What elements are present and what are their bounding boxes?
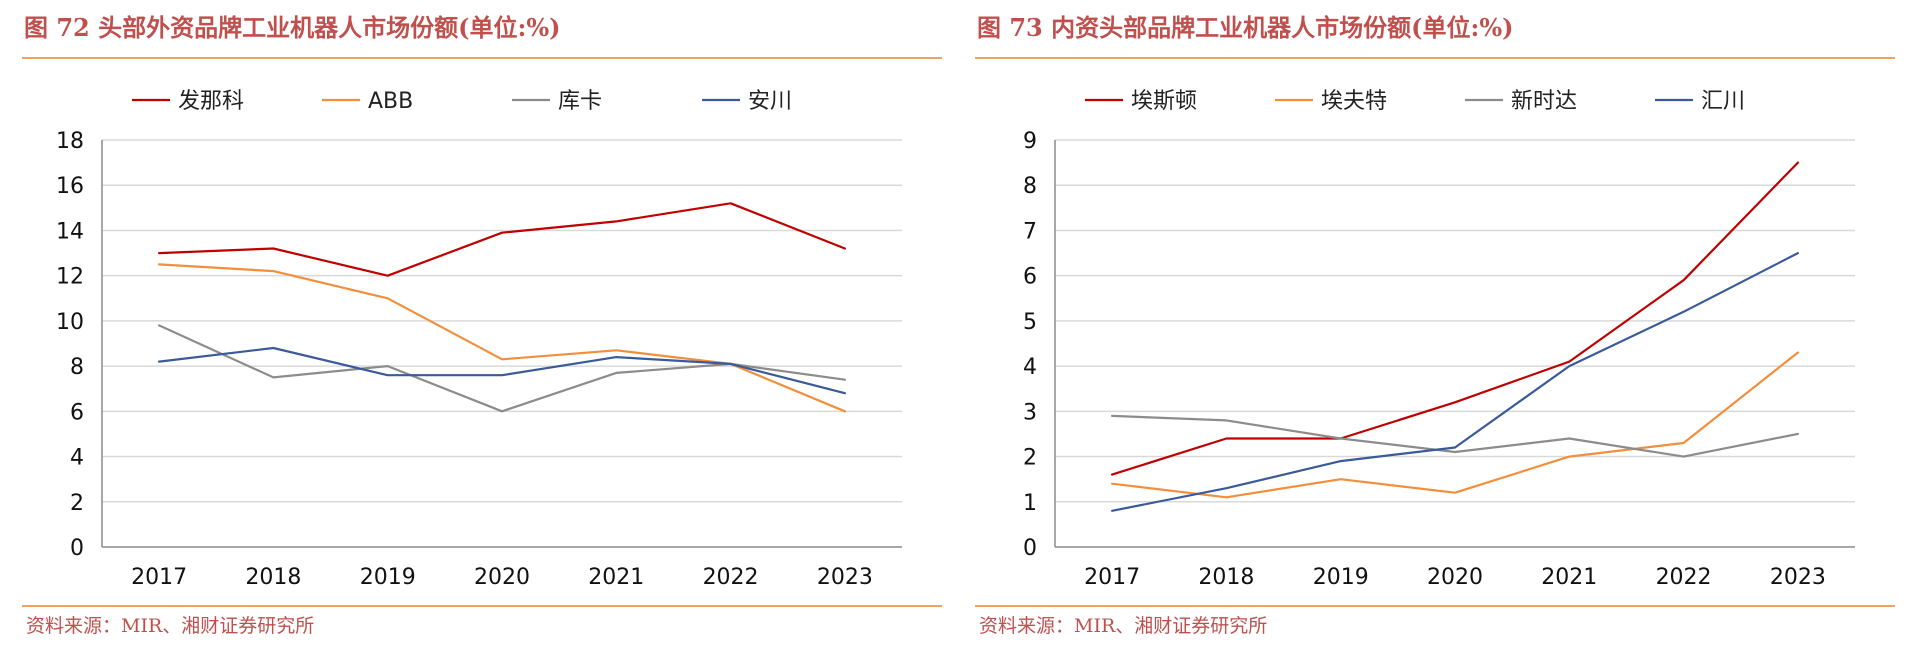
series-line [1111, 161, 1800, 476]
y-tick-label: 4 [1023, 355, 1037, 380]
x-tick-label: 2018 [1198, 565, 1254, 590]
y-tick-label: 3 [1023, 400, 1037, 425]
y-tick-label: 8 [1023, 174, 1037, 199]
chart-panel-left: 图 72 头部外资品牌工业机器人市场份额(单位:%) 0 2 4 6 8 10 12 14 16… [22, 0, 952, 650]
legend-label: 埃斯顿 [1131, 89, 1197, 114]
source-note: 资料来源：MIR、湘财证券研究所 [26, 615, 315, 637]
legend-label: 埃夫特 [1321, 89, 1387, 114]
y-tick-label: 7 [1023, 219, 1037, 244]
y-tick-label: 5 [1023, 310, 1037, 335]
figure-title: 图 72 头部外资品牌工业机器人市场份额(单位:%) [24, 13, 561, 42]
legend-label: 汇川 [1701, 89, 1745, 114]
y-tick-label: 18 [56, 129, 84, 154]
x-tick-label: 2017 [1084, 565, 1140, 590]
series-line [158, 346, 847, 395]
x-tick-label: 2022 [1656, 565, 1712, 590]
x-tick-label: 2019 [360, 565, 416, 590]
y-tick-label: 8 [70, 355, 84, 380]
series-line [1111, 351, 1800, 499]
x-tick-label: 2018 [245, 565, 301, 590]
legend-label: 新时达 [1511, 89, 1577, 114]
x-tick-label: 2019 [1313, 565, 1369, 590]
y-tick-label: 14 [56, 219, 84, 244]
y-tick-label: 12 [56, 265, 84, 290]
y-tick-label: 4 [70, 446, 84, 471]
line-chart: 0 2 4 6 8 10 12 14 16 18 2017 2018 2019 2020 2021 2022 2… [56, 89, 902, 590]
x-tick-label: 2023 [1770, 565, 1826, 590]
line-chart: 0 1 2 3 4 5 6 7 8 9 2017 2018 2019 2020 2021 2022 2023 埃斯… [1023, 89, 1855, 590]
y-tick-label: 1 [1023, 491, 1037, 516]
x-tick-label: 2021 [1541, 565, 1597, 590]
series-line [1111, 252, 1800, 512]
x-tick-label: 2021 [588, 565, 644, 590]
y-tick-label: 6 [70, 400, 84, 425]
x-tick-label: 2023 [817, 565, 873, 590]
figure-title: 图 73 内资头部品牌工业机器人市场份额(单位:%) [977, 13, 1514, 42]
series-line [1111, 414, 1800, 458]
chart-panel-right: 图 73 内资头部品牌工业机器人市场份额(单位:%) 0 1 2 3 4 5 6 7 8 9 201… [975, 0, 1905, 650]
legend-label: 发那科 [178, 89, 244, 114]
series-line [158, 202, 847, 277]
y-tick-label: 0 [70, 536, 84, 561]
legend-label: 安川 [748, 89, 792, 114]
title-rule [22, 57, 942, 59]
title-rule [975, 57, 1895, 59]
y-tick-label: 2 [1023, 446, 1037, 471]
source-rule [22, 605, 942, 607]
legend-label: 库卡 [558, 89, 602, 114]
series-line [158, 263, 847, 413]
source-note: 资料来源：MIR、湘财证券研究所 [979, 615, 1268, 637]
x-tick-label: 2017 [131, 565, 187, 590]
x-tick-label: 2022 [703, 565, 759, 590]
y-tick-label: 10 [56, 310, 84, 335]
y-tick-label: 2 [70, 491, 84, 516]
x-tick-label: 2020 [474, 565, 530, 590]
y-tick-label: 16 [56, 174, 84, 199]
source-rule [975, 605, 1895, 607]
y-tick-label: 6 [1023, 265, 1037, 290]
legend-label: ABB [368, 89, 413, 114]
y-tick-label: 9 [1023, 129, 1037, 154]
x-tick-label: 2020 [1427, 565, 1483, 590]
y-tick-label: 0 [1023, 536, 1037, 561]
